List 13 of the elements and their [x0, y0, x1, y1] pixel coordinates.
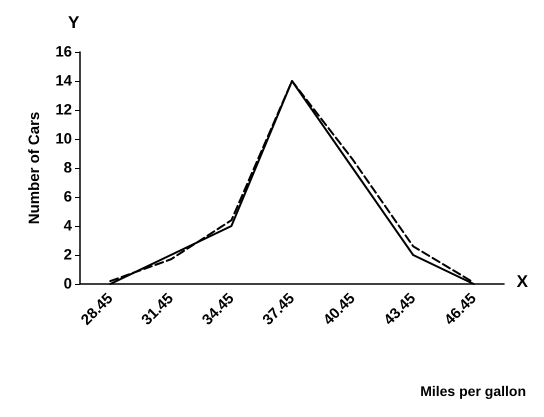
y-tick-label: 12	[55, 102, 72, 118]
y-tick-label: 6	[64, 188, 72, 206]
y-tick-label: 8	[64, 160, 72, 176]
y-tick-label: 16	[55, 44, 72, 60]
x-axis-title: Miles per gallon	[420, 383, 526, 399]
y-axis-title: Number of Cars	[26, 112, 43, 224]
y-tick-label: 14	[55, 72, 73, 90]
y-tick-label: 2	[64, 246, 72, 264]
text: X	[516, 272, 529, 291]
y-tick-label: 0	[64, 276, 72, 292]
y-tick-label: 10	[55, 130, 72, 148]
text: Y	[68, 13, 80, 32]
y-tick-label: 4	[64, 218, 73, 234]
